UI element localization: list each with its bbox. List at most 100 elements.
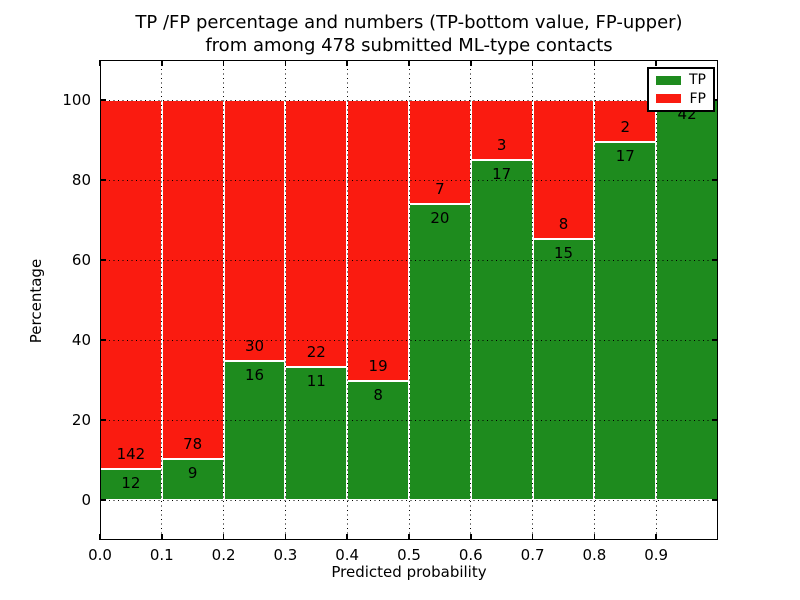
bar-tp-segment (161, 458, 224, 500)
h-gridline (100, 259, 718, 261)
x-tick-mark (408, 534, 410, 540)
x-tick-mark (161, 60, 163, 66)
axes-frame (100, 60, 718, 540)
v-gridline (655, 60, 657, 540)
tp-count-label: 17 (492, 165, 512, 183)
fp-count-label: 8 (558, 215, 569, 234)
y-tick-mark (100, 419, 106, 421)
y-tick-mark (100, 259, 106, 261)
legend-label-fp: FP (689, 90, 707, 107)
x-tick-mark (531, 534, 534, 540)
y-tick-label: 0 (81, 491, 91, 509)
tp-count-label: 20 (430, 208, 450, 227)
x-tick-label: 0.6 (458, 546, 483, 564)
bar-fp-segment (100, 100, 162, 469)
x-tick-mark (531, 60, 534, 66)
y-tick-label: 40 (71, 331, 91, 349)
bar-fp-segment (347, 100, 409, 382)
x-tick-label: 0.8 (582, 546, 607, 564)
x-tick-mark (99, 60, 101, 66)
x-tick-mark (655, 60, 657, 66)
x-axis-label: Predicted probability (331, 563, 487, 581)
x-tick-mark (346, 534, 348, 540)
tp-count-label: 11 (306, 371, 326, 390)
x-tick-mark (99, 534, 101, 540)
y-tick-mark (100, 99, 106, 101)
bar-tp-segment (532, 239, 595, 500)
x-tick-label: 0.4 (335, 546, 360, 564)
fp-count-label: 142 (116, 444, 146, 463)
bar-fp-segment (161, 100, 224, 459)
h-gridline (100, 99, 718, 101)
v-gridline (346, 60, 348, 540)
h-gridline (100, 419, 718, 421)
x-tick-mark (222, 60, 225, 66)
y-axis-label: Percentage (27, 258, 45, 344)
x-tick-label: 0.2 (211, 546, 236, 564)
y-tick-label: 60 (71, 251, 91, 269)
fp-color-swatch (656, 94, 681, 104)
x-tick-label: 0.3 (273, 546, 298, 564)
x-tick-label: 0.0 (88, 546, 112, 564)
v-gridline (593, 60, 595, 540)
x-tick-label: 0.5 (397, 546, 421, 564)
v-gridline (470, 60, 472, 540)
tp-count-label: 15 (553, 244, 574, 263)
y-tick-mark (100, 499, 106, 501)
x-tick-mark (346, 60, 348, 66)
x-tick-mark (284, 534, 287, 540)
tp-color-swatch (656, 75, 681, 85)
v-gridline (284, 60, 286, 540)
h-gridline (100, 179, 718, 181)
x-tick-mark (284, 60, 287, 66)
y-tick-mark (712, 179, 718, 181)
fp-count-label: 78 (183, 434, 203, 453)
x-tick-mark (593, 534, 596, 540)
tp-count-label: 17 (615, 147, 635, 166)
bar-fp-segment (594, 100, 657, 143)
bar-fp-segment (285, 100, 348, 367)
v-gridline (223, 60, 225, 540)
h-gridline (100, 339, 718, 341)
x-tick-mark (655, 534, 657, 540)
v-gridline (161, 60, 163, 540)
chart-title-line-1: TP /FP percentage and numbers (TP-bottom… (135, 12, 683, 33)
y-tick-mark (100, 339, 106, 341)
chart-title-line-2: from among 478 submitted ML-type contact… (205, 35, 613, 56)
fp-count-label: 19 (368, 357, 388, 376)
legend-entry-fp: FP (656, 92, 706, 106)
y-tick-label: 100 (62, 91, 91, 109)
y-tick-mark (100, 179, 106, 181)
fp-count-label: 3 (496, 136, 507, 154)
bar-fp-segment (532, 100, 595, 240)
tp-count-label: 12 (121, 473, 141, 492)
y-tick-mark (712, 339, 718, 341)
x-tick-label: 0.7 (520, 546, 545, 564)
y-tick-mark (712, 419, 718, 421)
fp-count-label: 2 (620, 118, 631, 137)
legend: TP FP (647, 67, 715, 112)
bar-tp-segment (100, 468, 162, 500)
chart-title: TP /FP percentage and numbers (TP-bottom… (100, 11, 718, 57)
y-tick-mark (712, 99, 718, 101)
bar-tp-segment (409, 203, 471, 500)
tp-count-label: 9 (187, 463, 198, 482)
legend-label-tp: TP (689, 72, 706, 89)
y-tick-label: 80 (71, 171, 91, 189)
x-tick-mark (470, 60, 472, 66)
v-gridline (408, 60, 410, 540)
x-tick-mark (161, 534, 163, 540)
y-tick-mark (712, 259, 718, 261)
x-tick-label: 0.1 (149, 546, 174, 564)
x-tick-mark (222, 534, 225, 540)
fp-count-label: 30 (244, 336, 265, 355)
y-tick-mark (712, 499, 718, 501)
x-tick-mark (470, 534, 472, 540)
fp-count-label: 22 (306, 342, 326, 361)
x-tick-label: 0.9 (644, 546, 669, 564)
fp-count-label: 7 (435, 179, 445, 198)
h-gridline (100, 499, 718, 501)
x-tick-mark (408, 60, 410, 66)
v-gridline (532, 60, 534, 540)
